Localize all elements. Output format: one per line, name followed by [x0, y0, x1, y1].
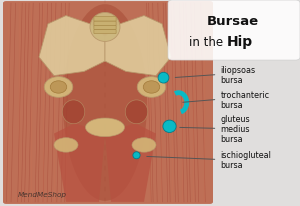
Ellipse shape: [158, 73, 169, 84]
Ellipse shape: [62, 100, 85, 124]
FancyBboxPatch shape: [94, 22, 116, 26]
Polygon shape: [105, 16, 171, 76]
Polygon shape: [54, 124, 105, 202]
Text: trochanteric
bursa: trochanteric bursa: [220, 90, 270, 109]
FancyBboxPatch shape: [168, 1, 300, 61]
Ellipse shape: [137, 77, 166, 98]
Ellipse shape: [50, 81, 67, 94]
Text: Bursae: Bursae: [206, 15, 259, 28]
Text: iliopsoas
bursa: iliopsoas bursa: [220, 66, 256, 85]
Text: MendMeShop: MendMeShop: [18, 191, 67, 197]
Text: ischiogluteal
bursa: ischiogluteal bursa: [220, 150, 272, 169]
Ellipse shape: [163, 121, 176, 133]
FancyBboxPatch shape: [94, 30, 116, 34]
FancyBboxPatch shape: [94, 26, 116, 30]
Text: in the: in the: [189, 36, 226, 49]
Ellipse shape: [132, 138, 156, 152]
Ellipse shape: [143, 81, 160, 94]
Polygon shape: [105, 124, 156, 202]
Polygon shape: [39, 16, 105, 76]
Ellipse shape: [85, 118, 124, 137]
Ellipse shape: [90, 13, 120, 42]
Ellipse shape: [133, 152, 140, 159]
Ellipse shape: [44, 77, 73, 98]
Text: Hip: Hip: [226, 35, 253, 49]
Ellipse shape: [63, 5, 147, 201]
Ellipse shape: [125, 100, 148, 124]
FancyBboxPatch shape: [94, 18, 116, 22]
Ellipse shape: [54, 138, 78, 152]
FancyBboxPatch shape: [3, 2, 213, 204]
Text: gluteus
medius
bursa: gluteus medius bursa: [220, 114, 250, 143]
